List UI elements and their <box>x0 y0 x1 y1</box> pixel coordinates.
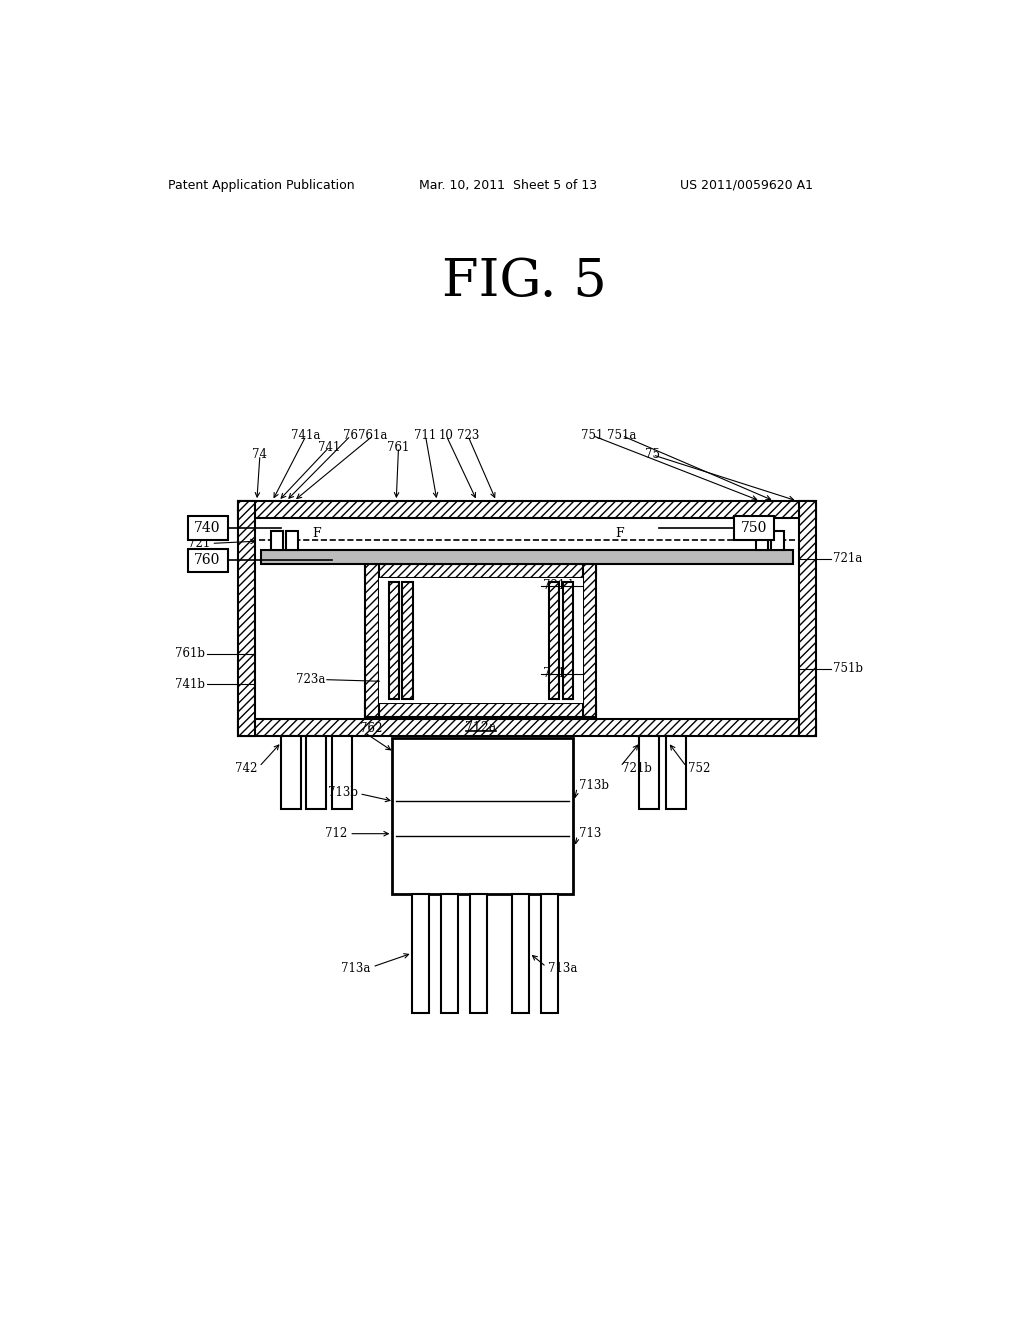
Text: 721a: 721a <box>833 552 862 565</box>
Text: 751a: 751a <box>607 429 637 442</box>
Bar <box>402 582 413 700</box>
Text: 723a: 723a <box>296 673 326 686</box>
Text: 741b: 741b <box>175 677 205 690</box>
Bar <box>392 738 573 894</box>
Text: Patent Application Publication: Patent Application Publication <box>168 178 354 191</box>
Bar <box>388 582 399 700</box>
Text: FIG. 5: FIG. 5 <box>442 256 607 308</box>
Text: 751: 751 <box>582 429 604 442</box>
Bar <box>541 894 558 1014</box>
FancyBboxPatch shape <box>734 516 774 540</box>
Text: 721c: 721c <box>543 667 571 680</box>
Bar <box>281 737 301 809</box>
Bar <box>366 702 596 717</box>
Text: 752: 752 <box>688 762 711 775</box>
Text: 750: 750 <box>741 521 767 535</box>
Text: 75: 75 <box>645 449 660 462</box>
Bar <box>583 564 596 717</box>
Bar <box>562 582 573 700</box>
Text: 721: 721 <box>187 537 210 550</box>
Bar <box>639 737 658 809</box>
Text: US 2011/0059620 A1: US 2011/0059620 A1 <box>680 178 813 191</box>
Bar <box>512 894 528 1014</box>
Bar <box>332 737 351 809</box>
Bar <box>799 502 816 737</box>
Text: 713: 713 <box>579 828 601 841</box>
Bar <box>255 517 799 719</box>
Bar <box>366 564 596 578</box>
Text: 761: 761 <box>387 441 410 454</box>
Text: 761a: 761a <box>358 429 388 442</box>
Bar <box>239 502 816 517</box>
FancyBboxPatch shape <box>187 516 227 540</box>
Text: 711: 711 <box>415 429 436 442</box>
Text: 713b: 713b <box>328 785 357 799</box>
Text: F: F <box>312 527 322 540</box>
Text: 762: 762 <box>360 722 382 735</box>
FancyBboxPatch shape <box>187 549 227 572</box>
Bar <box>756 531 768 550</box>
Bar <box>270 531 283 550</box>
Text: 713b: 713b <box>579 779 608 792</box>
Text: 751b: 751b <box>833 663 863 676</box>
Text: 761b: 761b <box>175 647 205 660</box>
Text: 713a: 713a <box>548 962 578 975</box>
Bar <box>366 564 379 717</box>
Text: 741: 741 <box>318 441 340 454</box>
Text: 723: 723 <box>457 429 479 442</box>
Bar <box>666 737 686 809</box>
Bar <box>306 737 326 809</box>
Text: 712a: 712a <box>465 721 497 734</box>
Text: 741a: 741a <box>292 429 321 442</box>
Bar <box>239 502 255 737</box>
Text: 740: 740 <box>195 521 221 535</box>
Text: 760: 760 <box>195 553 221 568</box>
Bar <box>771 531 783 550</box>
Bar <box>470 894 487 1014</box>
Text: 713a: 713a <box>341 962 371 975</box>
Bar <box>239 719 816 737</box>
Text: 10: 10 <box>439 429 454 442</box>
Bar <box>549 582 559 700</box>
Text: 76: 76 <box>343 429 358 442</box>
Bar <box>441 894 458 1014</box>
Text: 712: 712 <box>326 828 348 841</box>
Text: Mar. 10, 2011  Sheet 5 of 13: Mar. 10, 2011 Sheet 5 of 13 <box>419 178 597 191</box>
Text: 721b: 721b <box>622 762 651 775</box>
Bar <box>261 550 793 564</box>
Text: F: F <box>615 527 624 540</box>
Bar <box>379 578 583 702</box>
Bar <box>412 894 429 1014</box>
Bar <box>286 531 298 550</box>
Text: 721d: 721d <box>543 579 572 593</box>
Text: 742: 742 <box>236 762 258 775</box>
Text: 74: 74 <box>253 449 267 462</box>
